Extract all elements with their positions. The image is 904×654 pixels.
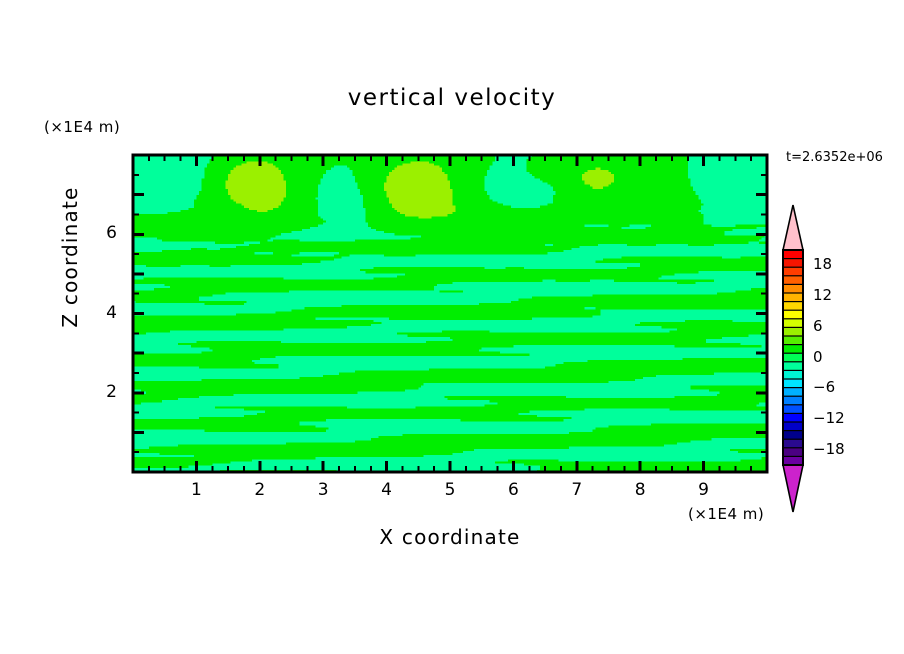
x-tick-label: 6 — [507, 480, 519, 500]
timestamp-annotation: t=2.6352e+06 — [786, 150, 883, 165]
y-axis-unit-label: (×1E4 m) — [44, 118, 121, 136]
colorbar-tick-label: 6 — [813, 316, 823, 335]
colorbar-under-cap — [782, 464, 804, 513]
colorbar-tick-label: −6 — [813, 378, 836, 397]
y-tick-label: 4 — [106, 302, 117, 323]
x-tick-label: 7 — [571, 480, 583, 500]
x-axis-unit-label: (×1E4 m) — [688, 505, 765, 523]
colorbar-tick-label: −12 — [813, 408, 845, 427]
y-tick-label: 2 — [106, 381, 117, 402]
x-tick-label: 3 — [317, 480, 329, 500]
colorbar-over-cap — [782, 204, 804, 251]
x-tick-label: 1 — [190, 480, 202, 500]
x-tick-label: 5 — [444, 480, 456, 500]
colorbar-tick-label: 12 — [813, 286, 833, 305]
colorbar — [782, 204, 804, 513]
x-tick-label: 4 — [381, 480, 392, 500]
page-title: vertical velocity — [347, 85, 557, 111]
colorbar-tick-label: −18 — [813, 439, 845, 458]
x-tick-label: 8 — [634, 480, 646, 500]
x-axis-title: X coordinate — [379, 525, 521, 549]
contour-field — [133, 155, 767, 472]
x-tick-label: 2 — [254, 480, 266, 500]
x-tick-label: 9 — [698, 480, 709, 500]
y-tick-label: 6 — [106, 223, 117, 244]
plot-frame — [131, 153, 769, 474]
colorbar-tick-label: 18 — [813, 255, 833, 274]
colorbar-tick-label: 0 — [813, 347, 823, 366]
